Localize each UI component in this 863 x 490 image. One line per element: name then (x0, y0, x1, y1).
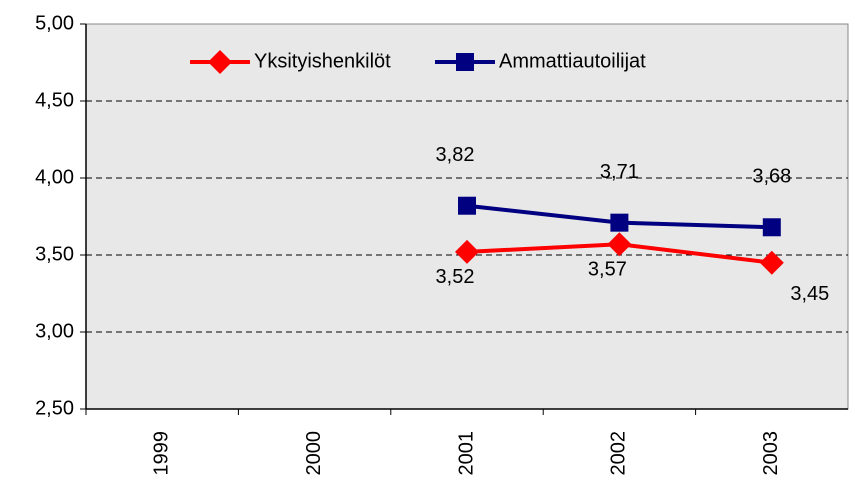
data-label: 3,57 (588, 259, 627, 281)
y-tick-label: 3,00 (35, 320, 74, 342)
point (455, 239, 479, 264)
legend-label: Yksityishenkilöt (254, 50, 391, 72)
y-tick-label: 3,50 (35, 243, 74, 265)
point (762, 218, 781, 237)
data-label: 3,45 (790, 283, 829, 305)
data-label: 3,68 (752, 166, 791, 188)
x-tick-label: 2000 (303, 431, 325, 476)
data-label: 3,52 (436, 266, 475, 288)
point (458, 196, 476, 215)
legend-marker (208, 50, 232, 74)
legend-marker (456, 53, 474, 71)
data-label: 3,71 (600, 161, 639, 183)
point (759, 250, 784, 275)
y-tick-label: 2,50 (35, 397, 74, 419)
data-label: 3,82 (436, 144, 475, 166)
y-tick-label: 4,50 (35, 89, 74, 111)
y-tick-label: 4,00 (35, 166, 74, 188)
point (607, 232, 632, 257)
x-tick-label: 2002 (608, 431, 630, 476)
legend-label: Ammattiautoilijat (499, 50, 646, 72)
x-tick-label: 2003 (760, 431, 782, 476)
point (610, 213, 629, 232)
x-tick-label: 1999 (150, 431, 172, 476)
x-tick-label: 2001 (455, 431, 477, 476)
y-tick-label: 5,00 (35, 12, 74, 34)
plot-area (85, 23, 849, 410)
